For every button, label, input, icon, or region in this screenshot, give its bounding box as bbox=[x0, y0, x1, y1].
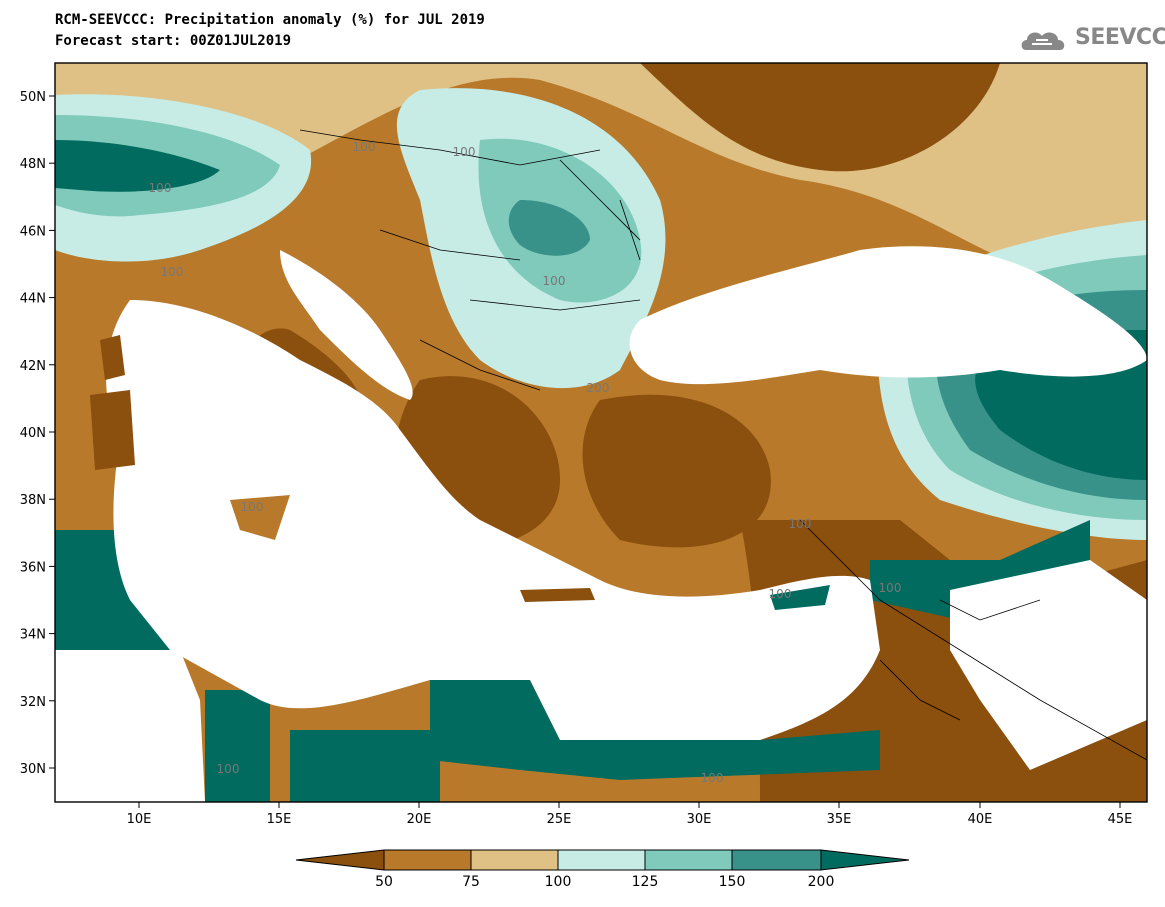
colorbar-tick: 100 bbox=[544, 874, 572, 890]
band-below-50 bbox=[582, 394, 771, 548]
colorbar bbox=[295, 849, 910, 871]
colorbar-tick: 200 bbox=[807, 874, 835, 890]
lon-label: 15E bbox=[267, 812, 292, 827]
lat-label: 30N bbox=[20, 762, 46, 777]
contour-label: 100 bbox=[769, 587, 792, 601]
colorbar-tick: 125 bbox=[631, 874, 659, 890]
lat-label: 34N bbox=[20, 628, 46, 643]
no-data-area bbox=[55, 650, 205, 802]
colorbar-swatch-50-75 bbox=[383, 849, 472, 871]
contour-label: 100 bbox=[701, 771, 724, 785]
lon-label: 10E bbox=[127, 812, 152, 827]
map-title: RCM-SEEVCCC: Precipitation anomaly (%) f… bbox=[55, 12, 485, 28]
colorbar-tick: 75 bbox=[462, 874, 480, 890]
colorbar-swatch-75-100 bbox=[470, 849, 559, 871]
lon-label: 45E bbox=[1108, 812, 1133, 827]
lat-label: 42N bbox=[20, 359, 46, 374]
island-cyprus bbox=[770, 585, 830, 610]
band-above-200 bbox=[290, 730, 440, 802]
island-corsica bbox=[100, 335, 125, 380]
contour-label: 100 bbox=[241, 500, 264, 514]
map-axes: 10E 15E 20E 25E 30E 35E 40E 45E 50N 48N 46N 44N 42N 4… bbox=[20, 90, 1133, 827]
lat-label: 32N bbox=[20, 695, 46, 710]
island-sardinia bbox=[90, 390, 135, 470]
lat-label: 50N bbox=[20, 90, 46, 105]
lat-label: 38N bbox=[20, 493, 46, 508]
lat-label: 48N bbox=[20, 157, 46, 172]
band-150-200 bbox=[508, 200, 590, 256]
colorbar-swatch-125-150 bbox=[644, 849, 733, 871]
lon-label: 20E bbox=[407, 812, 432, 827]
contour-label: 200 bbox=[587, 381, 610, 395]
lon-label: 25E bbox=[547, 812, 572, 827]
band-below-50 bbox=[640, 63, 1000, 172]
island-sicily bbox=[230, 495, 290, 540]
lat-label: 36N bbox=[20, 560, 46, 575]
contour-label: 100 bbox=[353, 140, 376, 154]
island-crete bbox=[520, 588, 595, 602]
contour-label: 100 bbox=[789, 517, 812, 531]
band-above-200 bbox=[205, 690, 270, 802]
forecast-start: Forecast start: 00Z01JUL2019 bbox=[55, 33, 292, 49]
lat-label: 44N bbox=[20, 292, 46, 307]
colorbar-swatch-above-200 bbox=[820, 849, 910, 871]
contour-label: 100 bbox=[149, 181, 172, 195]
lon-label: 30E bbox=[687, 812, 712, 827]
colorbar-tick: 150 bbox=[718, 874, 746, 890]
seevccc-cloud-logo-icon bbox=[1021, 32, 1065, 50]
contour-label: 100 bbox=[879, 581, 902, 595]
lon-label: 40E bbox=[968, 812, 993, 827]
contour-label: 100 bbox=[453, 145, 476, 159]
logo-text: SEEVCCC bbox=[1075, 25, 1165, 50]
contour-label: 100 bbox=[161, 265, 184, 279]
colorbar-swatch-150-200 bbox=[731, 849, 822, 871]
contour-labels: 100 100 100 100 100 200 100 100 100 100 … bbox=[149, 140, 902, 785]
band-above-200 bbox=[55, 140, 220, 192]
lat-label: 40N bbox=[20, 426, 46, 441]
contour-label: 100 bbox=[543, 274, 566, 288]
adriatic-sea bbox=[280, 250, 413, 400]
lon-label: 35E bbox=[827, 812, 852, 827]
black-sea bbox=[629, 246, 1147, 385]
no-data-area bbox=[950, 560, 1147, 770]
lat-label: 46N bbox=[20, 224, 46, 239]
colorbar-tick: 50 bbox=[375, 874, 393, 890]
country-borders bbox=[299, 129, 1147, 761]
contour-label: 100 bbox=[217, 762, 240, 776]
colorbar-swatch-100-125 bbox=[557, 849, 646, 871]
mediterranean-sea bbox=[106, 300, 881, 740]
colorbar-swatch-below-50 bbox=[295, 849, 385, 871]
